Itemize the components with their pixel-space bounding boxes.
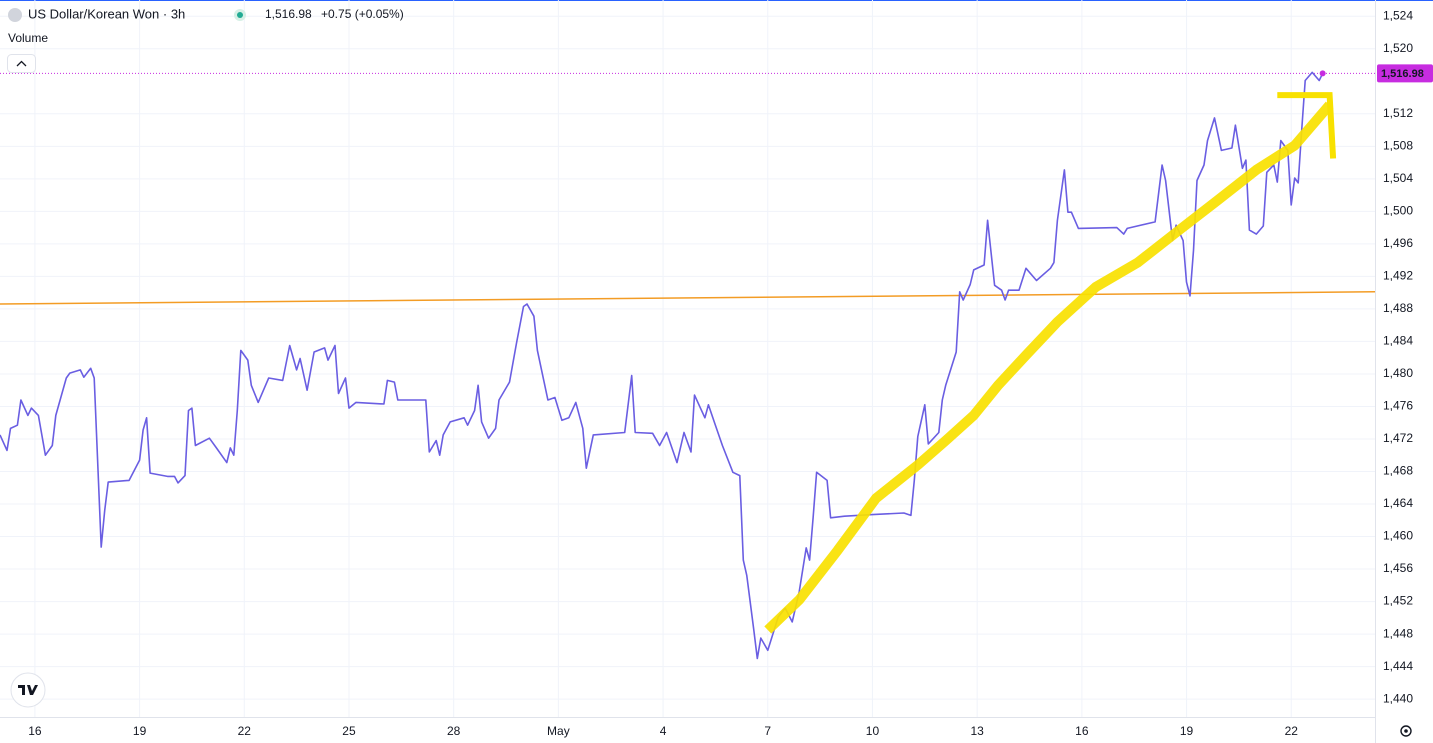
x-tick-label: 10	[866, 724, 880, 738]
header-change: +0.75 (+0.05%)	[321, 7, 404, 21]
x-tick-label: 16	[1075, 724, 1089, 738]
y-tick-label: 1,464	[1383, 496, 1413, 510]
x-tick-label: 25	[342, 724, 356, 738]
grid	[0, 0, 1375, 717]
y-tick-label: 1,476	[1383, 399, 1413, 413]
x-tick-label: 19	[1180, 724, 1194, 738]
x-tick-label: 4	[660, 724, 667, 738]
settings-icon-dot	[1404, 729, 1408, 733]
header-price: 1,516.98	[265, 7, 312, 21]
y-tick-label: 1,520	[1383, 41, 1413, 55]
y-tick-label: 1,456	[1383, 561, 1413, 575]
x-tick-label: 28	[447, 724, 461, 738]
y-tick-label: 1,492	[1383, 269, 1413, 283]
x-tick-label: 13	[970, 724, 984, 738]
collapse-button[interactable]	[7, 54, 36, 73]
x-tick-label: May	[547, 724, 570, 738]
y-tick-label: 1,500	[1383, 204, 1413, 218]
price-line	[0, 71, 1324, 660]
x-tick-label: 22	[238, 724, 252, 738]
annotation-arrow	[1277, 92, 1337, 159]
y-tick-label: 1,440	[1383, 691, 1413, 705]
collapse-chevron	[16, 60, 27, 67]
plot	[0, 70, 1376, 660]
x-tick-label: 22	[1285, 724, 1299, 738]
y-tick-label: 1,468	[1383, 464, 1413, 478]
symbol-icon	[8, 8, 22, 22]
y-tick-label: 1,444	[1383, 659, 1413, 673]
annotation-stroke	[764, 101, 1334, 634]
market-status	[237, 12, 243, 18]
y-tick-label: 1,480	[1383, 366, 1413, 380]
y-tick-label: 1,452	[1383, 594, 1413, 608]
trend-line	[0, 291, 1376, 305]
logo-badge	[10, 672, 46, 708]
chart-title: US Dollar/Korean Won · 3h	[28, 6, 185, 21]
y-tick-label: 1,488	[1383, 301, 1413, 315]
x-tick-label: 7	[764, 724, 771, 738]
settings-icon[interactable]	[1400, 725, 1412, 737]
y-tick-label: 1,448	[1383, 626, 1413, 640]
indicator-label: Volume	[8, 31, 48, 45]
y-tick-label: 1,512	[1383, 106, 1413, 120]
y-tick-label: 1,484	[1383, 334, 1413, 348]
y-tick-label: 1,496	[1383, 236, 1413, 250]
y-tick-label: 1,508	[1383, 138, 1413, 152]
last-price-label: 1,516.98	[1381, 68, 1424, 80]
y-tick-label: 1,472	[1383, 431, 1413, 445]
y-tick-label: 1,460	[1383, 529, 1413, 543]
y-tick-label: 1,504	[1383, 171, 1413, 185]
logo	[18, 685, 38, 695]
x-tick-label: 16	[28, 724, 42, 738]
x-tick-label: 19	[133, 724, 147, 738]
y-tick-label: 1,524	[1383, 8, 1413, 22]
last-price-badge	[1377, 64, 1433, 83]
last-point	[1319, 70, 1326, 77]
axes: 1,440 1,444 1,448 1,452 1,456 1,460 1,464 1,468…	[28, 8, 1433, 738]
